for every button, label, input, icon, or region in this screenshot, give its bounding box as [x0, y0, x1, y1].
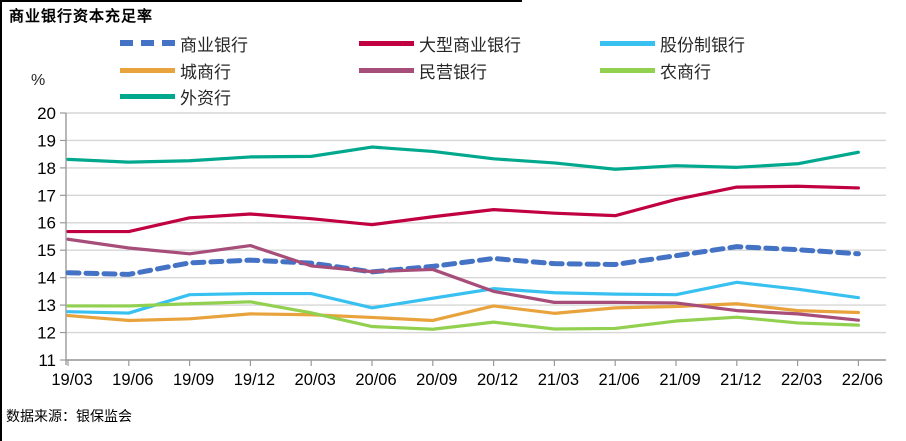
legend-label: 外资行 [180, 88, 231, 108]
legend-label: 商业银行 [180, 35, 248, 55]
x-tick-label: 19/12 [234, 371, 275, 389]
legend-item-large-commercial-banks: 大型商业银行 [359, 33, 521, 55]
x-tick-label: 21/12 [720, 371, 761, 389]
y-tick-label: 17 [37, 186, 56, 205]
y-tick-label: 18 [37, 159, 56, 178]
data-source-note: 数据来源：银保监会 [6, 408, 132, 424]
y-tick-label: 12 [37, 324, 56, 343]
x-tick-label: 20/09 [416, 371, 457, 389]
legend-item-city-commercial-banks: 城商行 [120, 60, 231, 82]
legend-line-swatch-foreign-banks [120, 93, 175, 99]
legend-item-joint-stock-banks: 股份制银行 [600, 33, 745, 55]
legend-line-swatch-city-commercial-banks [120, 67, 175, 73]
series-line-5 [66, 300, 861, 331]
x-tick-label: 21/09 [659, 371, 700, 389]
series-line-6 [66, 145, 861, 171]
x-tick-label: 19/06 [112, 371, 153, 389]
x-tick-label: 21/03 [538, 371, 579, 389]
legend-line-swatch-large-commercial-banks [359, 40, 414, 46]
legend-item-foreign-banks: 外资行 [120, 86, 231, 108]
x-tick-label: 22/06 [842, 371, 883, 389]
x-tick-label: 20/06 [355, 371, 396, 389]
legend-item-commercial-banks: 商业银行 [120, 33, 248, 55]
x-tick-label: 22/03 [781, 371, 822, 389]
y-tick-label: 15 [37, 241, 56, 260]
y-axis-unit-label: % [31, 72, 46, 89]
y-tick-label: 13 [37, 296, 56, 315]
y-tick-label: 16 [37, 214, 56, 233]
legend-line-swatch-joint-stock-banks [600, 40, 655, 46]
legend-label: 农商行 [660, 62, 711, 82]
series-line-3 [66, 302, 861, 323]
x-tick-label: 20/03 [295, 371, 336, 389]
series-line-1 [66, 184, 861, 234]
y-tick-label: 20 [37, 104, 56, 123]
legend-label: 股份制银行 [660, 35, 745, 55]
x-tick-label: 20/12 [477, 371, 518, 389]
legend-line-swatch-rural-commercial-banks [600, 67, 655, 73]
series-line-2 [66, 280, 861, 315]
y-tick-label: 19 [37, 131, 56, 150]
series-line-0 [65, 244, 861, 277]
x-tick-label: 19/03 [51, 371, 92, 389]
legend-item-private-banks: 民营银行 [359, 60, 487, 82]
page-title: 商业银行资本充足率 [9, 8, 154, 25]
legend-item-rural-commercial-banks: 农商行 [600, 60, 711, 82]
x-tick-label: 19/09 [173, 371, 214, 389]
x-tick-label: 21/06 [599, 371, 640, 389]
legend-label: 大型商业银行 [419, 35, 521, 55]
y-tick-label: 11 [38, 351, 56, 370]
legend-line-swatch-private-banks [359, 67, 414, 73]
series-line-4 [66, 237, 861, 322]
legend-line-swatch-commercial-banks [120, 40, 175, 46]
legend-label: 民营银行 [419, 62, 487, 82]
legend-label: 城商行 [180, 62, 231, 82]
top-border-line [2, 0, 522, 2]
y-tick-label: 14 [37, 269, 56, 288]
